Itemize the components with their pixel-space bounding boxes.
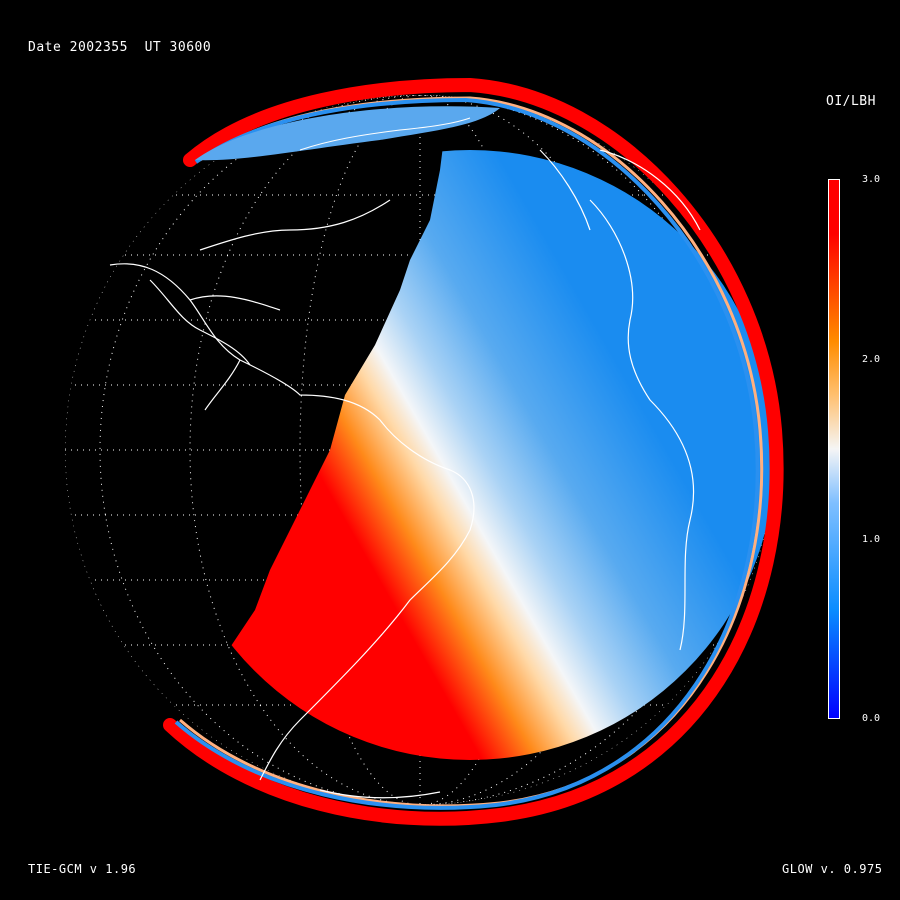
- colorbar-tick-2: 2.0: [862, 354, 881, 365]
- colorbar-tick-1: 1.0: [862, 534, 881, 545]
- model-label-right: GLOW v. 0.975: [782, 862, 883, 876]
- model-label-left: TIE-GCM v 1.96: [28, 862, 137, 876]
- limb-glow: [163, 77, 784, 826]
- colorbar-tick-min: 0.0: [862, 713, 881, 724]
- colorbar: [828, 179, 840, 719]
- colorbar-title: OI/LBH: [826, 94, 876, 109]
- date-ut-label: Date 2002355 UT 30600: [28, 40, 212, 55]
- coastlines: [109, 149, 701, 799]
- colorbar-tick-max: 3.0: [862, 174, 881, 185]
